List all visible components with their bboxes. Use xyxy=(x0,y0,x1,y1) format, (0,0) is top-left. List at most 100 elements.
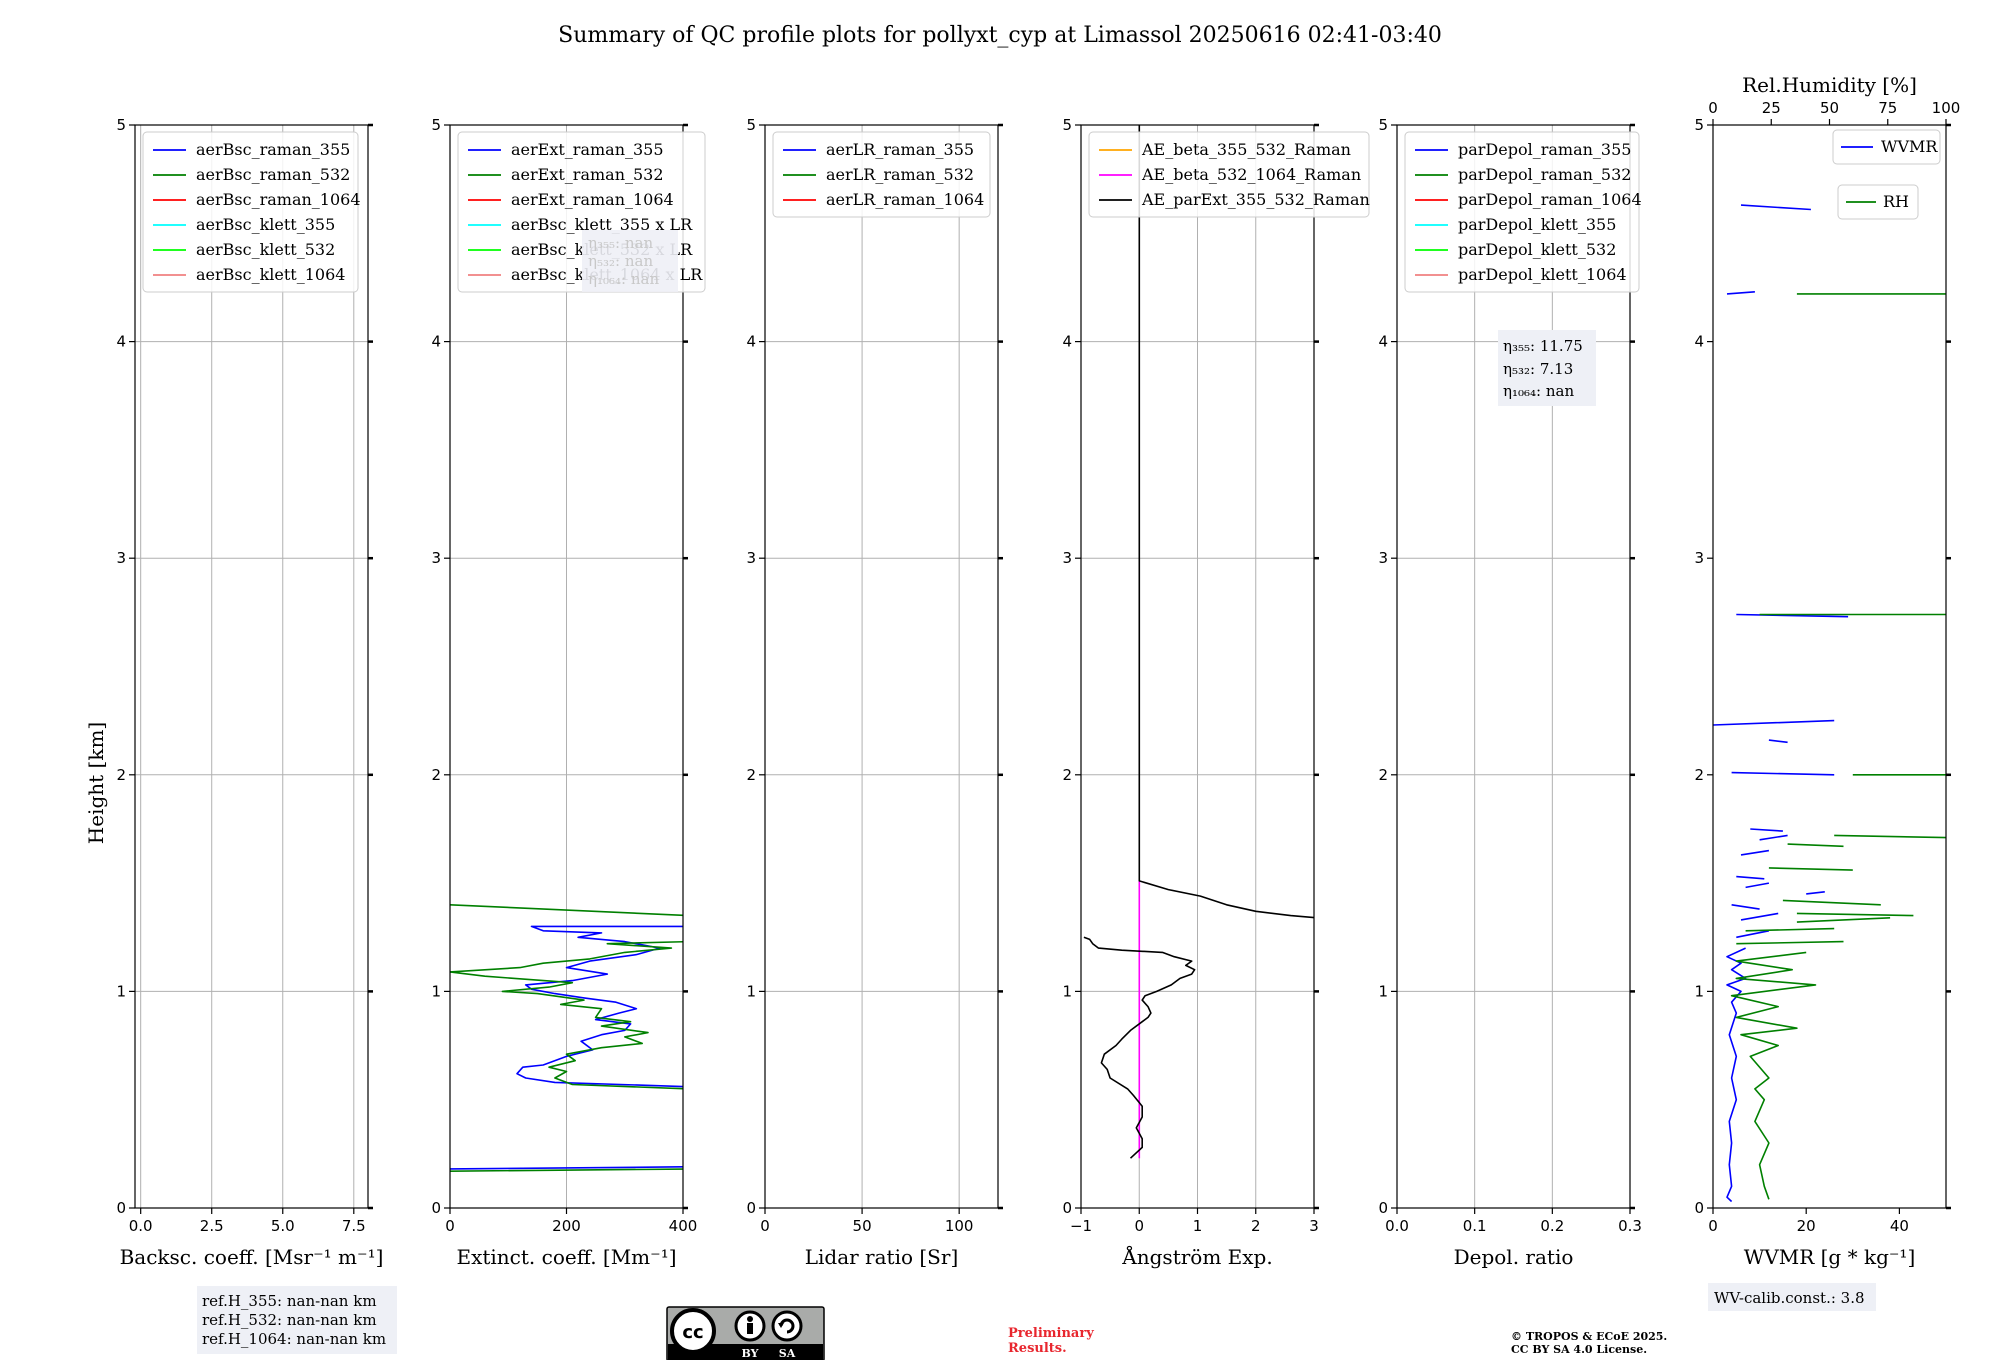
y-tick-label: 1 xyxy=(116,982,126,1000)
legend-label: aerBsc_raman_532 xyxy=(196,165,350,184)
refheight-box: ref.H_355: nan-nan km ref.H_532: nan-nan… xyxy=(197,1286,397,1354)
panel-depolarization: 0.0 0.1 0.2 0.3 0 1 2 3 4 5 Depol. ratio parDepol_r… xyxy=(1378,116,1641,1269)
y-tick-label: 1 xyxy=(431,982,441,1000)
x-tick-label: 3 xyxy=(1309,1217,1319,1235)
refh532-text: ref.H_532: nan-nan km xyxy=(202,1311,377,1329)
legend-label: parDepol_raman_355 xyxy=(1458,140,1631,159)
eta1064-text: η₁₀₆₄: nan xyxy=(1503,382,1574,400)
x-axis-label: WVMR [g * kg⁻¹] xyxy=(1744,1245,1916,1269)
legend: aerLR_raman_355 aerLR_raman_532 aerLR_rama… xyxy=(772,131,991,218)
series-line-black xyxy=(1138,125,1314,919)
x-tick-label: 0.0 xyxy=(1385,1217,1409,1235)
y-tick-label: 0 xyxy=(1378,1199,1388,1217)
y-tick-label: 2 xyxy=(116,766,126,784)
y-tick-label: 4 xyxy=(1378,333,1388,351)
x-tick-label: −1 xyxy=(1070,1217,1092,1235)
copyright-text-1: © TROPOS & ECoE 2025. xyxy=(1511,1330,1667,1343)
x-tick-label: 0.3 xyxy=(1618,1217,1642,1235)
y-tick-label: 4 xyxy=(431,333,441,351)
x-tick-label: 5.0 xyxy=(271,1217,295,1235)
svg-text:cc: cc xyxy=(682,1322,703,1343)
x-tick-label: 50 xyxy=(853,1217,872,1235)
legend-label: aerLR_raman_532 xyxy=(826,165,974,184)
panel-water-vapor: 0 20 40 0 1 2 3 4 5 WVMR [g * kg⁻¹] 0 25 50 75 100 Rel.… xyxy=(1694,73,1960,1269)
x-tick-label: 100 xyxy=(945,1217,974,1235)
y-tick-label: 0 xyxy=(431,1199,441,1217)
legend-label: parDepol_raman_532 xyxy=(1458,165,1631,184)
x-tick-label: 0 xyxy=(445,1217,455,1235)
legend-frame xyxy=(772,131,991,218)
y-tick-label: 1 xyxy=(1694,982,1704,1000)
legend: aerBsc_raman_355 aerBsc_raman_532 aerBsc_r… xyxy=(142,131,361,293)
y-tick-label: 3 xyxy=(1378,549,1388,567)
x-tick-label: 400 xyxy=(669,1217,698,1235)
legend-label: aerLR_raman_355 xyxy=(826,140,974,159)
series-group xyxy=(1083,125,1314,1159)
top-x-tick-label: 25 xyxy=(1762,99,1781,117)
x-tick-label: 2 xyxy=(1251,1217,1261,1235)
x-tick-label: 40 xyxy=(1890,1217,1909,1235)
x-tick-label: 200 xyxy=(552,1217,581,1235)
y-tick-label: 5 xyxy=(431,116,441,134)
preliminary-text-1: Preliminary xyxy=(1008,1326,1094,1341)
refh355-text: ref.H_355: nan-nan km xyxy=(202,1292,377,1310)
y-tick-label: 3 xyxy=(1694,549,1704,567)
y-tick-label: 3 xyxy=(1062,549,1072,567)
y-tick-label: 0 xyxy=(1062,1199,1072,1217)
legend-label: AE_parExt_355_532_Raman xyxy=(1141,190,1370,209)
legend-label: aerBsc_raman_355 xyxy=(196,140,350,159)
y-tick-label: 2 xyxy=(746,766,756,784)
series-line-green xyxy=(450,904,683,1172)
legend-label: aerBsc_klett_1064 xyxy=(196,265,345,284)
ext-eta1064-text: η₁₀₆₄: nan xyxy=(588,270,659,288)
y-tick-label: 0 xyxy=(746,1199,756,1217)
y-tick-label: 5 xyxy=(1694,116,1704,134)
legend-label: parDepol_raman_1064 xyxy=(1458,190,1642,209)
x-axis-label: Depol. ratio xyxy=(1454,1245,1574,1269)
y-tick-label: 2 xyxy=(431,766,441,784)
y-tick-label: 4 xyxy=(116,333,126,351)
axes-frame xyxy=(1396,124,1631,1209)
series-group xyxy=(1713,204,1946,1203)
x-tick-label: 0.2 xyxy=(1540,1217,1564,1235)
ext-eta355-text: η₃₅₅: nan xyxy=(588,234,653,252)
refh1064-text: ref.H_1064: nan-nan km xyxy=(202,1330,386,1348)
series-line-black xyxy=(1083,936,1196,1159)
sa-share-icon xyxy=(771,1310,803,1342)
x-tick-label: 0 xyxy=(1708,1217,1718,1235)
y-tick-label: 4 xyxy=(1694,333,1704,351)
figure-title: Summary of QC profile plots for pollyxt_… xyxy=(558,23,1442,48)
x-axis-label: Extinct. coeff. [Mm⁻¹] xyxy=(456,1245,676,1269)
x-tick-label: 0 xyxy=(1134,1217,1144,1235)
x-tick-label: 2.5 xyxy=(200,1217,224,1235)
legend-label: WVMR xyxy=(1881,137,1938,156)
y-tick-label: 2 xyxy=(1378,766,1388,784)
legend-label: parDepol_klett_355 xyxy=(1458,215,1616,234)
panel-lidar-ratio: 0 50 100 0 1 2 3 4 5 Lidar ratio [Sr] aerLR_raman_… xyxy=(746,116,1003,1269)
legend-frame xyxy=(1832,129,1941,165)
legend-label: aerExt_raman_355 xyxy=(511,140,664,159)
legend-frame xyxy=(1404,131,1640,293)
ext-eta532-text: η₅₃₂: nan xyxy=(588,252,653,270)
series-group xyxy=(450,904,683,1172)
legend-rh: RH xyxy=(1837,184,1919,220)
plot-panels: 0.0 2.5 5.0 7.5 0 1 2 3 4 5 Backsc. coeff. [Msr⁻¹ … xyxy=(116,73,1960,1269)
x-tick-label: 0.1 xyxy=(1463,1217,1487,1235)
cc-icon xyxy=(670,1308,716,1354)
wv-calib-box: WV-calib.const.: 3.8 xyxy=(1708,1283,1876,1311)
top-x-tick-label: 50 xyxy=(1820,99,1839,117)
legend-frame xyxy=(1088,131,1370,218)
y-tick-label: 3 xyxy=(431,549,441,567)
y-tick-label: 3 xyxy=(116,549,126,567)
legend-label: aerBsc_klett_355 x LR xyxy=(511,215,693,234)
axes-frame xyxy=(764,124,999,1209)
y-tick-label: 2 xyxy=(1062,766,1072,784)
legend-label: parDepol_klett_1064 xyxy=(1458,265,1627,284)
cc-by-label: BY xyxy=(742,1347,759,1360)
axes-frame xyxy=(1712,124,1947,1209)
panel-backscatter: 0.0 2.5 5.0 7.5 0 1 2 3 4 5 Backsc. coeff. [Msr⁻¹ … xyxy=(116,116,383,1269)
y-axis-label: Height [km] xyxy=(84,722,108,844)
top-x-tick-label: 0 xyxy=(1708,99,1718,117)
